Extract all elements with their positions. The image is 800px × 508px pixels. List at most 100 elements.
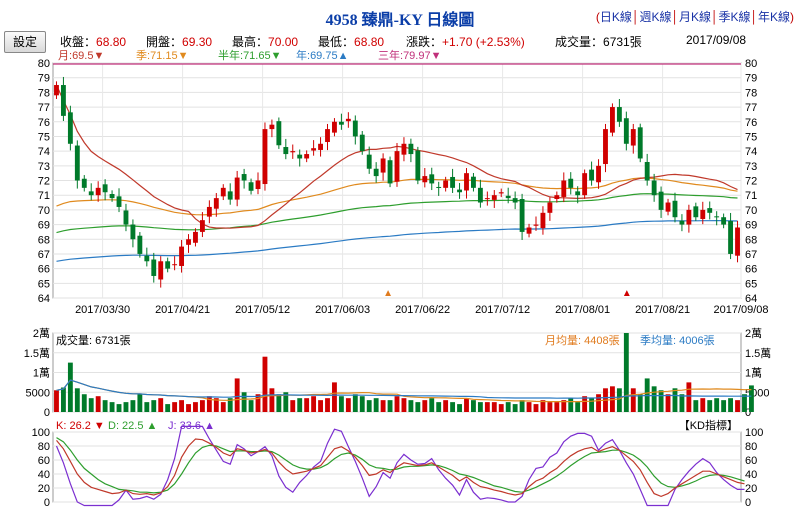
- volume-bar: [269, 388, 275, 412]
- price-tick-left: 65: [38, 278, 50, 290]
- candle-body: [728, 221, 734, 254]
- candle-body: [186, 239, 191, 245]
- volume-quarter-avg-line: [56, 379, 752, 399]
- header: 4958 臻鼎-KY 日線圖 (日K線│週K線│月K線│季K線│年K線): [0, 0, 800, 30]
- volume-bar: [373, 398, 379, 412]
- volume-bar: [60, 387, 66, 412]
- volume-bar: [693, 400, 699, 412]
- price-tick-right: 66: [745, 264, 757, 276]
- ma-year: 年:69.75▲: [296, 50, 349, 62]
- volume-bar: [213, 398, 219, 412]
- link-monthly[interactable]: 月K線: [678, 10, 711, 24]
- candle-body: [213, 198, 219, 209]
- kd-tick-right: 20: [745, 483, 757, 495]
- volume-bar: [276, 394, 282, 412]
- volume-bar: [165, 404, 171, 412]
- volume-bar: [54, 390, 59, 412]
- x-tick-label: 2017/06/03: [315, 304, 370, 316]
- volume-bar: [102, 400, 108, 412]
- volume-bar: [338, 396, 344, 412]
- candle-body: [172, 264, 178, 266]
- volume-bar: [144, 402, 150, 412]
- candle-body: [526, 227, 532, 234]
- candle-body: [519, 199, 525, 232]
- link-yearly[interactable]: 年K線: [757, 10, 790, 24]
- candle-body: [623, 118, 629, 144]
- candle-body: [318, 143, 323, 150]
- volume-bar: [575, 402, 581, 412]
- volume-bar: [352, 394, 358, 412]
- kd-k-line: [56, 438, 745, 498]
- quote-high: 最高：70.00: [232, 35, 299, 49]
- volume-bar: [206, 396, 212, 412]
- candle-body: [151, 259, 157, 276]
- volume-tick-left: 0: [44, 407, 50, 419]
- candle-body: [88, 191, 94, 196]
- volume-bar: [380, 400, 386, 412]
- volume-bar: [519, 400, 525, 412]
- volume-bar: [540, 400, 546, 412]
- volume-bar: [318, 400, 323, 412]
- candle-body: [227, 191, 233, 200]
- volume-bar: [505, 402, 511, 412]
- link-daily[interactable]: 日K線: [599, 10, 632, 24]
- candle-body: [54, 85, 59, 96]
- volume-bar: [186, 404, 191, 412]
- link-quarterly[interactable]: 季K線: [718, 10, 751, 24]
- volume-bar: [297, 398, 303, 412]
- volume-tick-left: 1萬: [33, 367, 50, 380]
- candle-body: [484, 198, 490, 200]
- volume-bar: [74, 388, 80, 412]
- price-tick-right: 65: [745, 278, 757, 290]
- candle-body: [387, 160, 393, 184]
- quote-change: 漲跌：+1.70 (+2.53%): [406, 35, 525, 49]
- volume-bar: [123, 402, 129, 412]
- candle-body: [158, 261, 164, 280]
- volume-bar: [596, 394, 601, 412]
- quote-open: 開盤：69.30: [146, 35, 213, 49]
- kd-tick-right: 100: [745, 427, 763, 439]
- candle-body: [60, 85, 66, 116]
- x-tick-label: 2017/07/12: [475, 304, 530, 316]
- candle-body: [665, 202, 671, 212]
- volume-bar: [290, 400, 296, 412]
- candle-body: [477, 187, 483, 203]
- price-tick-left: 71: [38, 190, 50, 202]
- candle-body: [512, 198, 518, 203]
- candle-body: [575, 191, 581, 196]
- volume-bar: [332, 382, 337, 412]
- quote-volume: 成交量：6731張: [555, 35, 642, 49]
- volume-bar: [387, 400, 393, 412]
- price-tick-left: 72: [38, 176, 50, 188]
- price-tick-right: 74: [745, 146, 757, 158]
- volume-tick-left: 1.5萬: [24, 347, 50, 360]
- ma-quarter: 季:71.15▼: [136, 50, 189, 62]
- ma-month: 月:69.5▼: [58, 50, 105, 62]
- kd-tick-right: 40: [745, 469, 757, 481]
- volume-bar: [700, 398, 706, 412]
- price-tick-right: 68: [745, 234, 757, 246]
- volume-tick-right: 2萬: [745, 327, 762, 340]
- volume-bar: [547, 402, 553, 412]
- volume-bar: [67, 362, 73, 412]
- volume-bar: [234, 378, 240, 412]
- volume-bar: [422, 400, 428, 412]
- volume-quarter-avg-label: 季均量: 4006張: [640, 334, 715, 347]
- volume-month-avg-label: 月均量: 4408張: [545, 334, 620, 347]
- settings-button[interactable]: 設定: [4, 31, 46, 53]
- price-tick-right: 77: [745, 102, 757, 114]
- candle-body: [561, 180, 567, 197]
- candle-body: [311, 148, 317, 151]
- price-tick-right: 75: [745, 131, 757, 143]
- candle-body: [700, 209, 706, 219]
- candle-body: [116, 196, 122, 207]
- candle-body: [290, 151, 296, 153]
- volume-bar: [742, 394, 747, 412]
- link-weekly[interactable]: 週K線: [639, 10, 672, 24]
- price-tick-right: 64: [745, 293, 757, 305]
- candle-body: [130, 224, 136, 240]
- candle-body: [67, 112, 73, 144]
- candle-body: [137, 235, 143, 254]
- candle-body: [345, 118, 351, 122]
- price-tick-right: 67: [745, 249, 757, 261]
